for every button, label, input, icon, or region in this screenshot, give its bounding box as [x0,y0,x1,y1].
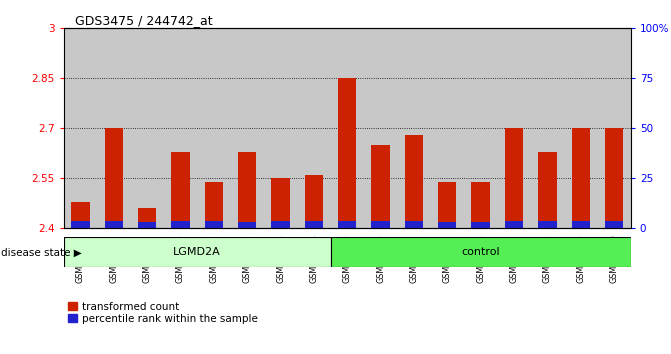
Bar [497,28,531,228]
Text: disease state ▶: disease state ▶ [1,248,81,258]
Bar [572,221,590,228]
Bar [605,221,623,228]
Bar [338,221,356,228]
Legend: transformed count, percentile rank within the sample: transformed count, percentile rank withi… [64,297,262,328]
Bar [197,28,231,228]
Bar [472,222,490,228]
Bar [597,28,631,228]
Text: LGMD2A: LGMD2A [173,247,221,257]
Bar [71,202,90,228]
Bar [238,222,256,228]
Bar [105,221,123,228]
Bar [238,152,256,228]
Bar [372,221,390,228]
Bar [130,28,164,228]
Bar [372,145,390,228]
Bar [97,28,130,228]
Bar [438,222,456,228]
Bar [405,135,423,228]
Bar [64,237,331,267]
Text: GDS3475 / 244742_at: GDS3475 / 244742_at [75,14,213,27]
Bar [138,222,156,228]
Bar [71,221,90,228]
Bar [205,182,223,228]
Bar [64,28,97,228]
Bar [105,128,123,228]
Bar [431,28,464,228]
Bar [305,221,323,228]
Bar [472,182,490,228]
Bar [505,128,523,228]
Bar [538,152,556,228]
Bar [464,28,497,228]
Bar [364,28,397,228]
Bar [164,28,197,228]
Bar [171,152,190,228]
Bar [438,182,456,228]
Bar [138,208,156,228]
Text: control: control [462,247,500,257]
Bar [231,28,264,228]
Bar [271,178,290,228]
Bar [605,128,623,228]
Bar [531,28,564,228]
Bar [538,221,556,228]
Bar [338,78,356,228]
Bar [264,28,297,228]
Bar [405,221,423,228]
Bar [572,128,590,228]
Bar [564,28,597,228]
Bar [171,221,190,228]
Bar [331,237,631,267]
Bar [297,28,331,228]
Bar [397,28,431,228]
Bar [205,221,223,228]
Bar [305,175,323,228]
Bar [331,28,364,228]
Bar [505,221,523,228]
Bar [271,221,290,228]
